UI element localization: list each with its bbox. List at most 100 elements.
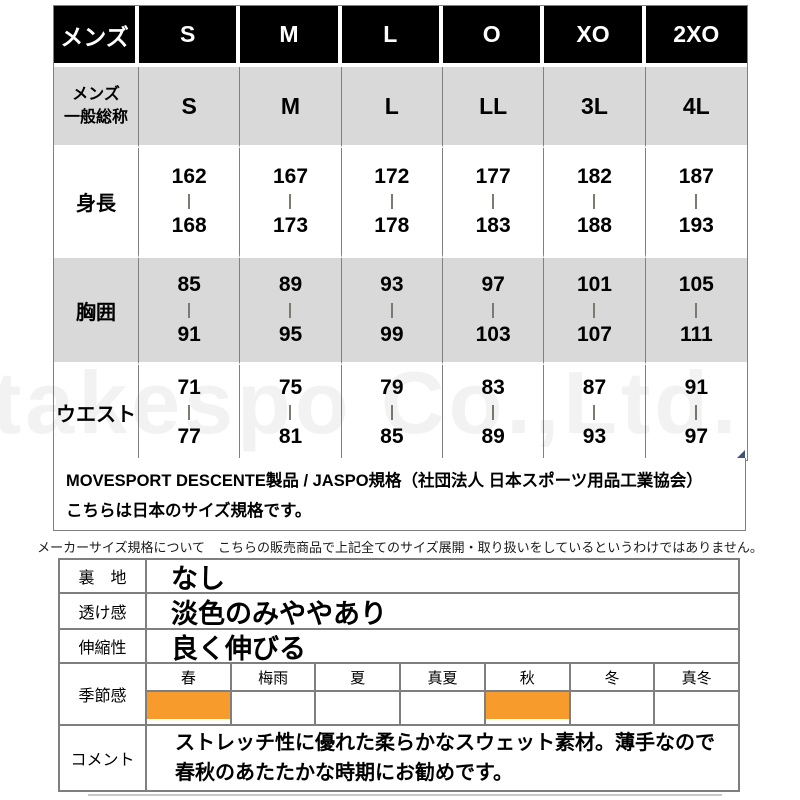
range-min: 167 — [272, 164, 309, 188]
range-min: 93 — [380, 273, 404, 297]
sheerness-label: 透け感 — [60, 594, 147, 628]
range-cell: 105 111 — [645, 258, 747, 365]
range-cell: 89 95 — [240, 258, 342, 365]
season-label-row: 春 梅雨 夏 真夏 秋 冬 真冬 — [147, 664, 738, 692]
spec-row-season: 季節感 春 梅雨 夏 真夏 秋 冬 真冬 — [60, 664, 738, 726]
range-cell: 187 193 — [645, 148, 747, 258]
range-max: 178 — [374, 214, 410, 237]
sheerness-value: 淡色のみややあり — [171, 598, 387, 629]
alias-cell: 3L — [544, 67, 646, 148]
range-max: 193 — [678, 214, 714, 237]
lining-label: 裏 地 — [60, 560, 147, 592]
season-swatch — [571, 692, 656, 724]
size-grid: メンズ S M L O XO 2XO メンズ 一般総称 S M L LL 3L … — [54, 6, 747, 460]
season-col-summer: 夏 — [316, 664, 402, 690]
range-max: 81 — [278, 425, 303, 448]
range-min: 177 — [475, 164, 511, 188]
season-swatch — [655, 692, 738, 724]
size-header-2xo: 2XO — [645, 6, 747, 67]
waist-row-label: ウエスト — [54, 365, 139, 460]
range-max: 97 — [684, 425, 708, 448]
chest-row: 胸囲 85 91 89 95 93 99 97 103 101 107 — [54, 258, 747, 365]
comment-value: ストレッチ性に優れた柔らかなスウェット素材。薄手なので 春秋のあたたかな時期にお… — [147, 726, 738, 790]
range-bar — [289, 194, 292, 209]
range-bar — [593, 302, 596, 318]
range-cell: 83 89 — [442, 365, 545, 460]
season-fill — [232, 692, 315, 719]
spec-row-stretch: 伸縮性 良く伸びる — [60, 630, 738, 664]
range-cell: 97 103 — [442, 258, 545, 365]
range-max: 95 — [278, 322, 303, 346]
maker-size-disclaimer: メーカーサイズ規格について こちらの販売商品で上記全てのサイズ展開・取り扱いをし… — [37, 540, 763, 555]
season-fill — [485, 692, 569, 719]
size-header-o: O — [442, 6, 545, 67]
range-bar — [390, 302, 393, 318]
season-swatch — [147, 692, 232, 724]
range-cell: 182 188 — [544, 148, 646, 258]
footnote-line1: MOVESPORT DESCENTE製品 / JASPO規格（社団法人 日本スポ… — [66, 472, 703, 490]
range-bar — [695, 302, 698, 318]
alias-cell: L — [341, 67, 443, 148]
range-bar — [289, 405, 292, 420]
range-max: 168 — [171, 214, 207, 237]
range-max: 77 — [177, 425, 201, 448]
range-max: 188 — [576, 214, 612, 237]
season-fill — [401, 692, 484, 719]
season-fill — [316, 692, 399, 719]
range-max: 89 — [481, 425, 505, 448]
range-min: 162 — [171, 164, 207, 188]
alias-cell: M — [240, 67, 342, 148]
range-min: 87 — [582, 375, 607, 399]
mens-size-table: メンズ S M L O XO 2XO メンズ 一般総称 S M L LL 3L … — [53, 5, 748, 461]
range-cell: 167 173 — [240, 148, 342, 258]
range-bar — [492, 194, 495, 209]
season-col-winter: 冬 — [571, 664, 656, 690]
range-cell: 93 99 — [341, 258, 443, 365]
height-row-label: 身長 — [54, 148, 139, 258]
range-min: 182 — [576, 164, 612, 188]
range-min: 79 — [380, 375, 404, 399]
range-bar — [390, 405, 393, 420]
range-max: 111 — [679, 322, 713, 346]
range-min: 91 — [684, 375, 708, 399]
range-bar — [593, 194, 596, 209]
comment-line1: ストレッチ性に優れた柔らかなスウェット素材。薄手なので — [175, 732, 715, 754]
range-min: 187 — [678, 164, 714, 188]
range-max: 107 — [576, 322, 612, 346]
season-swatch — [232, 692, 317, 724]
range-min: 105 — [678, 273, 714, 297]
range-min: 89 — [278, 273, 303, 297]
range-min: 83 — [481, 375, 505, 399]
range-cell: 79 85 — [341, 365, 443, 460]
alias-label-line1: メンズ — [72, 85, 120, 103]
footnote-line2: こちらは日本のサイズ規格です。 — [66, 501, 312, 520]
season-fill — [655, 692, 738, 719]
size-header-s: S — [139, 6, 241, 67]
range-max: 173 — [272, 214, 309, 237]
range-bar — [289, 302, 292, 318]
range-cell: 101 107 — [544, 258, 646, 365]
range-min: 71 — [177, 375, 201, 399]
stretch-label: 伸縮性 — [60, 630, 147, 662]
alias-label-line2: 一般総称 — [63, 109, 128, 126]
product-spec-table: 裏 地 なし 透け感 淡色のみややあり 伸縮性 良く伸びる 季節感 春 梅雨 夏… — [58, 558, 740, 792]
season-grid: 春 梅雨 夏 真夏 秋 冬 真冬 — [147, 664, 738, 724]
range-bar — [695, 194, 698, 209]
season-swatch — [485, 692, 571, 724]
season-col-spring: 春 — [147, 664, 232, 690]
stretch-value: 良く伸びる — [171, 633, 306, 664]
cell-corner-marker — [737, 450, 745, 458]
range-bar — [188, 405, 191, 420]
size-table-footnote: MOVESPORT DESCENTE製品 / JASPO規格（社団法人 日本スポ… — [53, 458, 746, 531]
size-header-m: M — [240, 6, 342, 67]
range-cell: 87 93 — [544, 365, 646, 460]
range-cell: 85 91 — [139, 258, 241, 365]
range-bar — [695, 405, 698, 420]
season-col-midwinter: 真冬 — [681, 669, 712, 687]
height-row: 身長 162 168 167 173 172 178 177 183 182 1 — [54, 148, 747, 258]
season-fill — [571, 692, 654, 719]
range-max: 99 — [380, 322, 404, 346]
season-swatch — [316, 692, 402, 724]
lining-value: なし — [171, 563, 225, 594]
size-header-row: メンズ S M L O XO 2XO — [54, 6, 747, 67]
